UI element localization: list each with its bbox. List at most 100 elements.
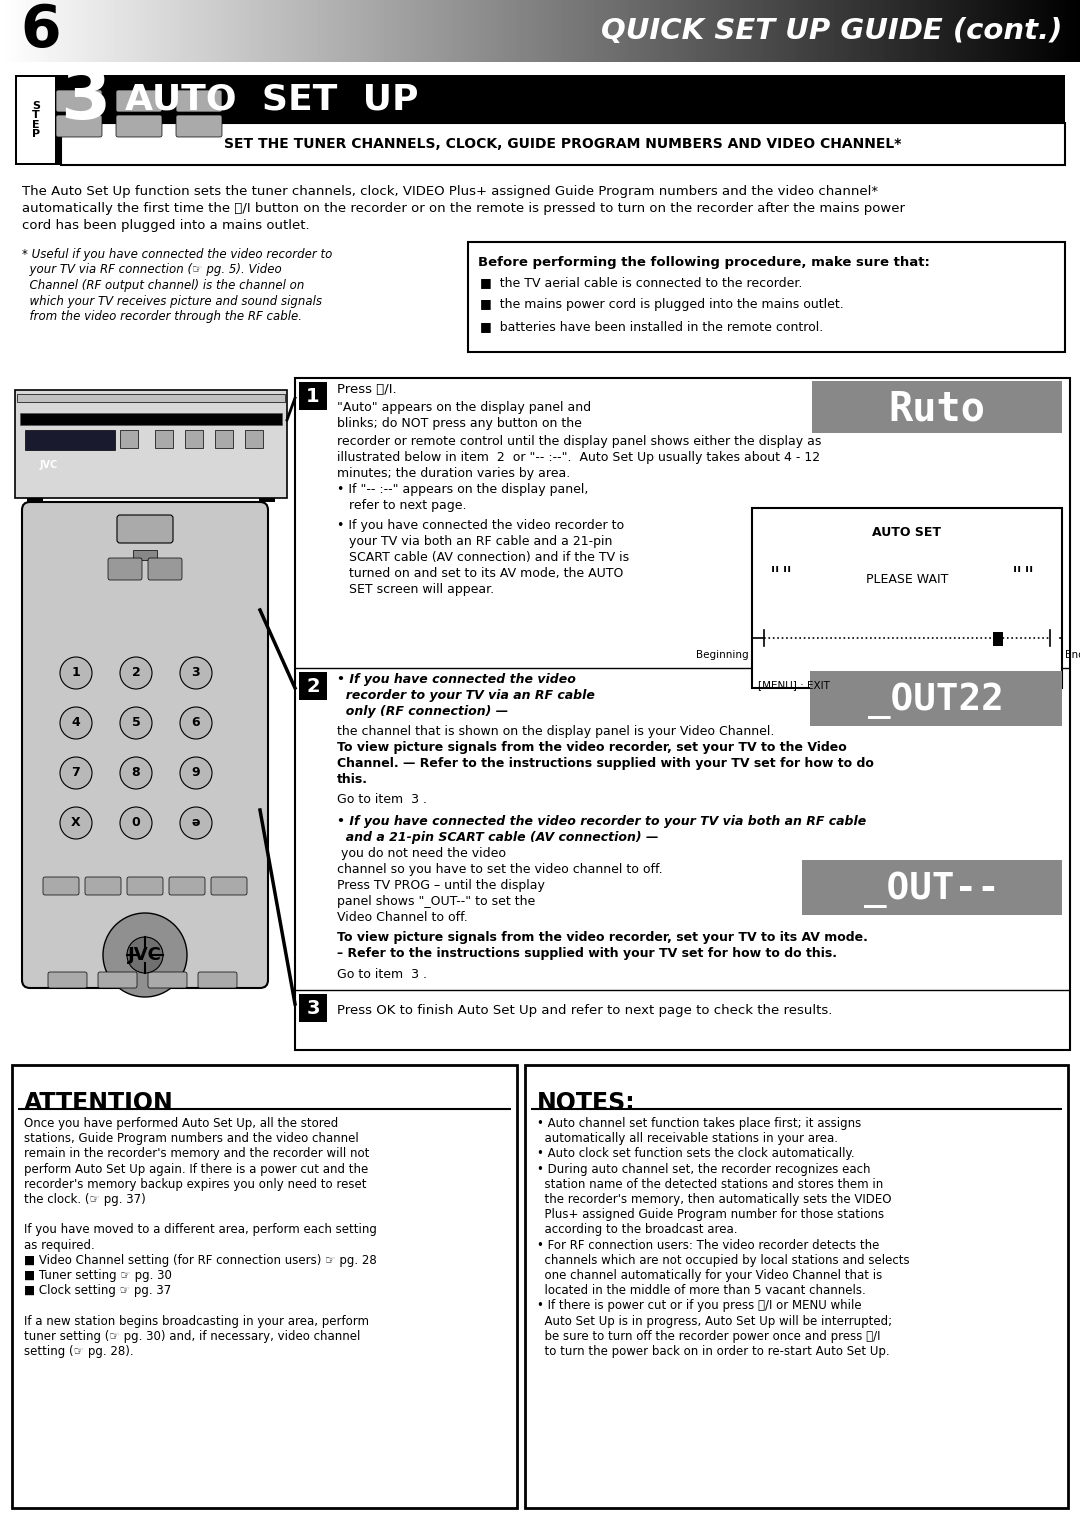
Bar xyxy=(525,1065,1068,1508)
Text: JVC: JVC xyxy=(40,459,58,470)
Bar xyxy=(299,993,327,1022)
Text: which your TV receives picture and sound signals: which your TV receives picture and sound… xyxy=(22,295,322,308)
Text: PLEASE WAIT: PLEASE WAIT xyxy=(866,572,948,586)
Bar xyxy=(468,243,1065,353)
Text: minutes; the duration varies by area.: minutes; the duration varies by area. xyxy=(337,467,570,481)
Text: 0: 0 xyxy=(132,816,140,830)
Text: 1: 1 xyxy=(71,667,80,679)
Circle shape xyxy=(120,807,152,839)
FancyBboxPatch shape xyxy=(108,559,141,580)
Circle shape xyxy=(180,658,212,690)
Text: • If you have connected the video: • If you have connected the video xyxy=(337,673,576,687)
Text: ": " xyxy=(1012,566,1023,586)
Text: 6: 6 xyxy=(21,3,60,60)
Text: Video Channel to off.: Video Channel to off. xyxy=(337,911,468,925)
Text: • If you have connected the video recorder to your TV via both an RF cable: • If you have connected the video record… xyxy=(337,815,866,829)
FancyBboxPatch shape xyxy=(211,877,247,896)
Bar xyxy=(27,497,43,502)
Text: recorder's memory backup expires you only need to reset: recorder's memory backup expires you onl… xyxy=(24,1178,366,1190)
Text: Channel (RF output channel) is the channel on: Channel (RF output channel) is the chann… xyxy=(22,279,305,291)
Text: you do not need the video: you do not need the video xyxy=(337,847,507,861)
Text: • If there is power cut or if you press ⏻/I or MENU while: • If there is power cut or if you press … xyxy=(537,1300,862,1312)
Text: If you have moved to a different area, perform each setting: If you have moved to a different area, p… xyxy=(24,1224,377,1236)
Bar xyxy=(802,861,1062,916)
Circle shape xyxy=(180,757,212,789)
Text: Go to item  3 .: Go to item 3 . xyxy=(337,967,427,981)
FancyBboxPatch shape xyxy=(117,514,173,543)
Text: Press TV PROG – until the display: Press TV PROG – until the display xyxy=(337,879,545,893)
Text: • If you have connected the video recorder to: • If you have connected the video record… xyxy=(337,519,624,533)
Text: • If "-- :--" appears on the display panel,: • If "-- :--" appears on the display pan… xyxy=(337,484,589,496)
Text: SET THE TUNER CHANNELS, CLOCK, GUIDE PROGRAM NUMBERS AND VIDEO CHANNEL*: SET THE TUNER CHANNELS, CLOCK, GUIDE PRO… xyxy=(225,137,902,151)
Text: one channel automatically for your Video Channel that is: one channel automatically for your Video… xyxy=(537,1270,882,1282)
Bar xyxy=(299,382,327,410)
Text: S
T
E
P: S T E P xyxy=(32,101,40,139)
Text: located in the middle of more than 5 vacant channels.: located in the middle of more than 5 vac… xyxy=(537,1285,866,1297)
Text: Press ⏻/I.: Press ⏻/I. xyxy=(337,383,396,397)
Circle shape xyxy=(60,707,92,739)
Text: panel shows "_OUT--" to set the: panel shows "_OUT--" to set the xyxy=(337,896,536,908)
Text: station name of the detected stations and stores them in: station name of the detected stations an… xyxy=(537,1178,883,1190)
Bar xyxy=(156,430,173,449)
Text: NOTES:: NOTES: xyxy=(537,1091,636,1116)
Text: Plus+ assigned Guide Program number for those stations: Plus+ assigned Guide Program number for … xyxy=(537,1209,885,1221)
Text: [MENU] : EXIT: [MENU] : EXIT xyxy=(758,681,829,690)
Circle shape xyxy=(103,913,187,996)
Text: illustrated below in item  2  or "-- :--".  Auto Set Up usually takes about 4 - : illustrated below in item 2 or "-- :--".… xyxy=(337,452,820,464)
Text: this.: this. xyxy=(337,774,368,786)
Text: 7: 7 xyxy=(71,766,80,780)
Text: ■  the TV aerial cable is connected to the recorder.: ■ the TV aerial cable is connected to th… xyxy=(480,276,802,288)
Text: Beginning: Beginning xyxy=(697,650,750,661)
Text: your TV via RF connection (☞ pg. 5). Video: your TV via RF connection (☞ pg. 5). Vid… xyxy=(22,264,282,276)
Text: AUTO SET: AUTO SET xyxy=(873,526,942,539)
Text: 3: 3 xyxy=(191,667,200,679)
Text: ": " xyxy=(1024,566,1035,586)
Text: 6: 6 xyxy=(191,717,200,729)
Text: Press OK to finish Auto Set Up and refer to next page to check the results.: Press OK to finish Auto Set Up and refer… xyxy=(337,1004,833,1016)
Text: channel so you have to set the video channel to off.: channel so you have to set the video cha… xyxy=(337,864,663,876)
Text: ■  batteries have been installed in the remote control.: ■ batteries have been installed in the r… xyxy=(480,320,823,333)
FancyBboxPatch shape xyxy=(176,114,222,137)
Circle shape xyxy=(180,707,212,739)
Text: "Auto" appears on the display panel and: "Auto" appears on the display panel and xyxy=(337,401,591,414)
Bar xyxy=(60,124,1065,165)
Text: automatically all receivable stations in your area.: automatically all receivable stations in… xyxy=(537,1132,838,1144)
Text: turned on and set to its AV mode, the AUTO: turned on and set to its AV mode, the AU… xyxy=(337,568,623,580)
Text: only (RF connection) —: only (RF connection) — xyxy=(337,705,509,719)
Circle shape xyxy=(60,658,92,690)
Text: ATTENTION: ATTENTION xyxy=(24,1091,174,1116)
Bar xyxy=(15,75,1065,124)
Text: your TV via both an RF cable and a 21-pin: your TV via both an RF cable and a 21-pi… xyxy=(337,536,612,548)
Text: SCART cable (AV connection) and if the TV is: SCART cable (AV connection) and if the T… xyxy=(337,551,630,565)
Text: recorder to your TV via an RF cable: recorder to your TV via an RF cable xyxy=(337,690,595,702)
Text: JVC: JVC xyxy=(129,946,162,964)
FancyBboxPatch shape xyxy=(43,877,79,896)
Text: ■ Clock setting ☞ pg. 37: ■ Clock setting ☞ pg. 37 xyxy=(24,1285,172,1297)
FancyBboxPatch shape xyxy=(56,90,102,111)
Text: channels which are not occupied by local stations and selects: channels which are not occupied by local… xyxy=(537,1254,909,1267)
Text: _OUT22: _OUT22 xyxy=(868,682,1004,719)
Bar xyxy=(245,430,264,449)
Bar xyxy=(299,671,327,700)
Bar xyxy=(25,430,114,450)
Bar xyxy=(133,549,157,560)
Text: as required.: as required. xyxy=(24,1239,95,1251)
Text: To view picture signals from the video recorder, set your TV to its AV mode.: To view picture signals from the video r… xyxy=(337,931,868,945)
Text: Go to item  3 .: Go to item 3 . xyxy=(337,794,427,806)
Bar xyxy=(17,394,285,401)
Bar xyxy=(993,632,1002,645)
Bar xyxy=(15,75,59,165)
Text: the recorder's memory, then automatically sets the VIDEO: the recorder's memory, then automaticall… xyxy=(537,1193,891,1206)
FancyBboxPatch shape xyxy=(168,877,205,896)
Text: • For RF connection users: The video recorder detects the: • For RF connection users: The video rec… xyxy=(537,1239,879,1251)
FancyBboxPatch shape xyxy=(48,972,87,987)
Text: according to the broadcast area.: according to the broadcast area. xyxy=(537,1224,738,1236)
Text: If a new station begins broadcasting in your area, perform: If a new station begins broadcasting in … xyxy=(24,1314,369,1328)
Bar xyxy=(810,671,1062,726)
Circle shape xyxy=(120,658,152,690)
Text: The Auto Set Up function sets the tuner channels, clock, VIDEO Plus+ assigned Gu: The Auto Set Up function sets the tuner … xyxy=(22,185,878,198)
Text: 2: 2 xyxy=(307,676,320,696)
Text: Ruto: Ruto xyxy=(889,389,986,429)
Text: • Auto clock set function sets the clock automatically.: • Auto clock set function sets the clock… xyxy=(537,1148,854,1160)
FancyBboxPatch shape xyxy=(116,114,162,137)
